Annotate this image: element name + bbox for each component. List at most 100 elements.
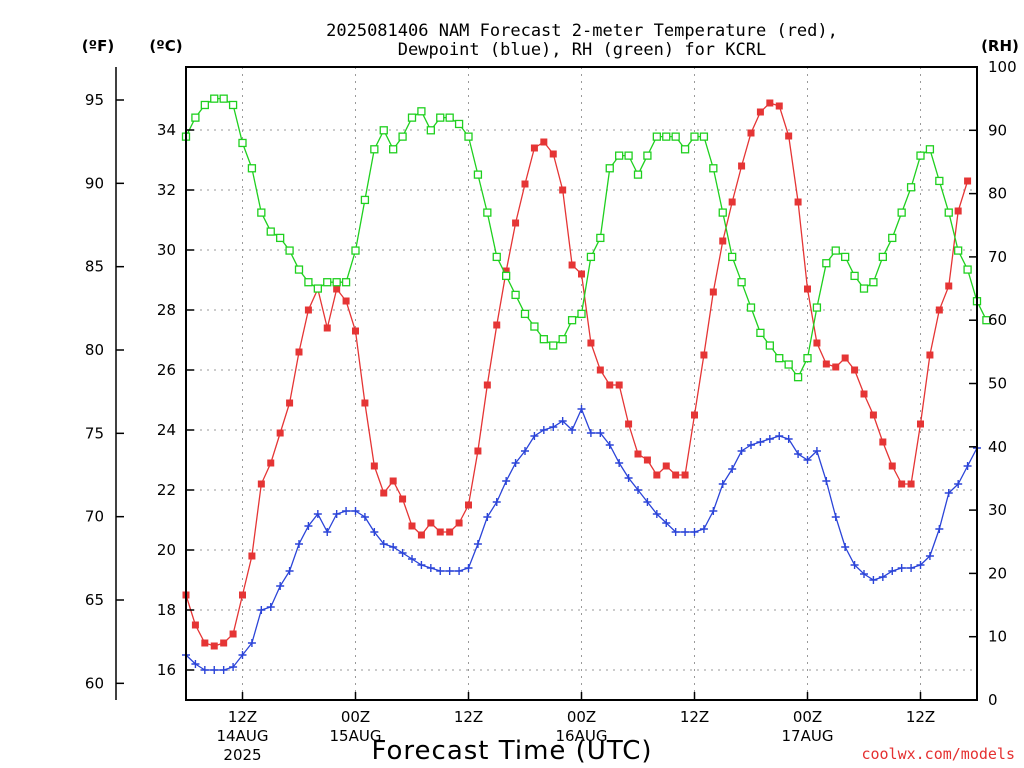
rh-tick-label: 70 — [988, 248, 1007, 266]
dewpoint-point — [756, 438, 765, 446]
dewpoint-point — [332, 510, 341, 518]
temperature-point — [879, 438, 887, 446]
rh-point — [247, 164, 257, 173]
rh-point — [473, 170, 483, 179]
rh-point — [963, 265, 972, 274]
rh-point — [935, 176, 944, 186]
dewpoint-point — [718, 480, 727, 488]
rh-point — [831, 246, 840, 255]
temperature-point — [333, 285, 341, 293]
rh-point — [492, 252, 501, 262]
rh-point — [323, 278, 332, 287]
rh-point — [341, 278, 351, 287]
temperature-point — [408, 522, 416, 530]
dewpoint-point — [247, 639, 256, 647]
rh-line — [185, 97, 987, 379]
rh-point — [671, 132, 680, 141]
temperature-point — [248, 552, 256, 560]
temperature-point — [239, 591, 246, 599]
rh-point — [445, 113, 454, 122]
dewpoint-line — [185, 407, 978, 671]
dewpoint-point — [360, 513, 369, 521]
rh-point — [615, 151, 624, 160]
temperature-point — [342, 297, 350, 305]
temperature-point — [276, 429, 284, 437]
temperature-point — [860, 390, 868, 398]
temperature-point — [559, 186, 567, 194]
dewpoint-point — [907, 564, 916, 572]
dewpoint-point — [841, 543, 850, 551]
dewpoint-point — [389, 543, 398, 551]
fahrenheit-tick-label: 90 — [85, 174, 104, 192]
rh-point — [878, 252, 887, 262]
temperature-point — [719, 237, 727, 245]
dewpoint-point — [568, 426, 577, 434]
dewpoint-point — [624, 474, 633, 482]
series-dewpoint — [182, 405, 981, 674]
rh-point — [210, 94, 219, 103]
dewpoint-point — [285, 567, 294, 575]
dewpoint-point — [342, 507, 351, 515]
temperature-point — [257, 480, 265, 488]
fahrenheit-tick-label: 60 — [85, 674, 104, 692]
rh-point — [511, 290, 520, 300]
temperature-point — [625, 420, 633, 428]
rh-point — [313, 284, 322, 293]
celsius-unit-label: (ºC) — [149, 37, 182, 55]
dewpoint-point — [681, 528, 690, 536]
rh-point — [662, 132, 671, 141]
fahrenheit-tick-label: 85 — [85, 258, 104, 276]
dewpoint-point — [634, 486, 642, 494]
rh-point — [888, 233, 897, 243]
temperature-point — [229, 630, 237, 638]
rh-point — [398, 132, 407, 141]
rh-point — [360, 195, 370, 205]
rh-point — [680, 145, 690, 154]
rh-point — [266, 227, 275, 236]
rh-point — [690, 132, 699, 141]
temperature-point — [587, 339, 595, 347]
fahrenheit-tick-label: 80 — [85, 341, 104, 359]
rh-tick-label: 20 — [988, 564, 1007, 582]
dewpoint-point — [426, 564, 435, 572]
temperature-point — [869, 411, 877, 419]
rh-point — [925, 145, 935, 154]
fahrenheit-tick-label: 65 — [85, 591, 104, 609]
temperature-line — [185, 102, 969, 647]
time-tick-label: 00Z — [341, 708, 370, 726]
rh-point — [464, 132, 473, 141]
dewpoint-point — [831, 513, 840, 521]
series-temperature — [182, 99, 972, 650]
rh-point — [436, 113, 445, 122]
temperature-point — [417, 531, 425, 539]
dewpoint-point — [483, 513, 492, 521]
dewpoint-point — [878, 573, 887, 581]
temperature-point — [512, 219, 520, 227]
dewpoint-point — [709, 507, 718, 515]
rh-point — [417, 107, 426, 116]
credit-label: coolwx.com/models — [861, 745, 1015, 763]
dewpoint-point — [935, 525, 944, 533]
temperature-point — [728, 198, 736, 206]
temperature-point — [352, 327, 359, 335]
rh-point — [426, 126, 435, 135]
dewpoint-point — [954, 480, 963, 488]
celsius-tick-label: 16 — [157, 661, 176, 679]
rh-point — [276, 233, 285, 243]
temperature-point — [568, 261, 576, 269]
dewpoint-point — [549, 423, 558, 431]
rh-tick-label: 0 — [988, 691, 998, 709]
temperature-point — [549, 150, 557, 158]
rh-point — [906, 183, 916, 192]
dewpoint-point — [643, 498, 652, 506]
dewpoint-point — [530, 432, 539, 440]
rh-point — [718, 208, 727, 217]
rh-tick-label: 30 — [988, 501, 1007, 519]
dewpoint-point — [925, 552, 934, 560]
dewpoint-point — [596, 429, 605, 437]
rh-point — [737, 278, 746, 287]
temperature-point — [267, 459, 275, 467]
dewpoint-point — [323, 528, 332, 536]
rh-point — [728, 252, 737, 262]
fahrenheit-tick-label: 95 — [85, 91, 104, 109]
